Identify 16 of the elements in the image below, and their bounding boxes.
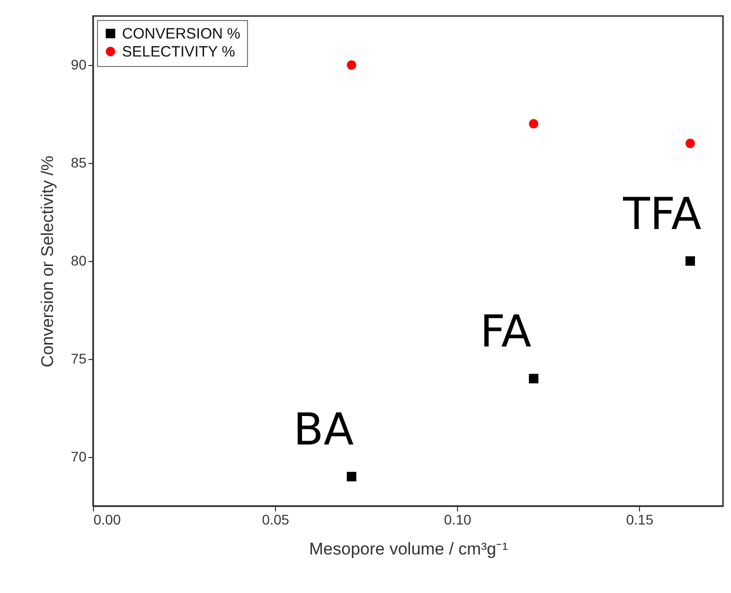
y-tick-label: 90	[70, 56, 87, 72]
annotation: BA	[293, 404, 354, 456]
x-tick-label: 0.15	[626, 512, 654, 528]
x-tick-label: 0.05	[262, 512, 290, 528]
legend-label: CONVERSION %	[122, 26, 240, 42]
annotation: FA	[480, 306, 532, 358]
legend-label: SELECTIVITY %	[122, 44, 236, 60]
y-tick-label: 85	[70, 154, 87, 170]
y-tick-label: 75	[70, 350, 87, 366]
y-axis-title: Conversion or Selectivity /%	[38, 156, 57, 368]
x-tick-label: 0.00	[94, 512, 121, 528]
y-tick-label: 70	[70, 448, 87, 464]
annotation: TFA	[622, 189, 702, 240]
y-tick-label: 80	[70, 252, 87, 268]
x-axis-title: Mesopore volume / cm³g⁻¹	[309, 540, 508, 558]
x-tick-label: 0.10	[444, 512, 472, 528]
